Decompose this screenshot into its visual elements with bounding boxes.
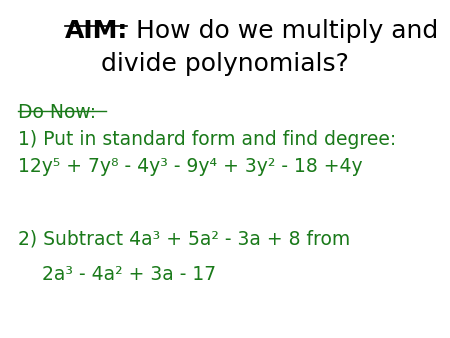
Text: 2) Subtract 4a³ + 5a² - 3a + 8 from: 2) Subtract 4a³ + 5a² - 3a + 8 from xyxy=(18,230,350,249)
Text: divide polynomials?: divide polynomials? xyxy=(101,52,349,76)
Text: 2a³ - 4a² + 3a - 17: 2a³ - 4a² + 3a - 17 xyxy=(18,265,216,284)
Text: 1) Put in standard form and find degree:: 1) Put in standard form and find degree: xyxy=(18,130,396,149)
Text: Do Now:: Do Now: xyxy=(18,103,96,122)
Text: How do we multiply and: How do we multiply and xyxy=(128,19,438,43)
Text: AIM:: AIM: xyxy=(65,19,129,43)
Text: 12y⁵ + 7y⁸ - 4y³ - 9y⁴ + 3y² - 18 +4y: 12y⁵ + 7y⁸ - 4y³ - 9y⁴ + 3y² - 18 +4y xyxy=(18,157,363,176)
